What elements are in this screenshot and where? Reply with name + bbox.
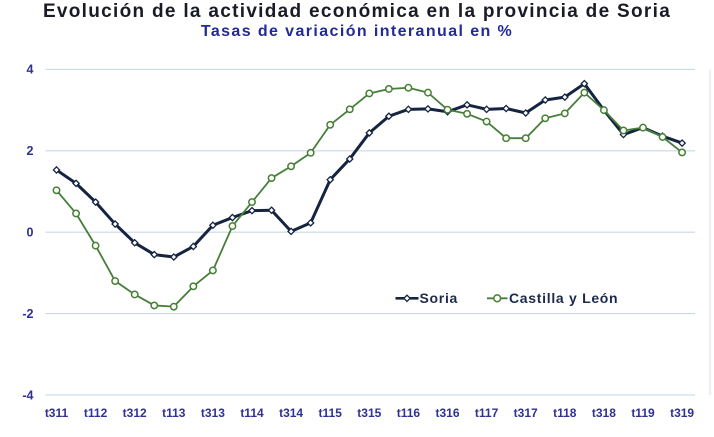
svg-text:-2: -2	[22, 307, 33, 321]
svg-text:t117: t117	[475, 406, 499, 420]
svg-text:t112: t112	[84, 406, 108, 420]
svg-text:4: 4	[27, 63, 34, 77]
svg-text:t119: t119	[631, 406, 655, 420]
svg-text:t113: t113	[162, 406, 186, 420]
svg-text:Castilla y León: Castilla y León	[509, 290, 618, 306]
svg-text:-4: -4	[22, 388, 33, 402]
svg-text:t316: t316	[435, 406, 459, 420]
svg-text:t319: t319	[670, 406, 694, 420]
svg-text:t313: t313	[201, 406, 225, 420]
svg-text:t114: t114	[240, 406, 264, 420]
svg-text:t118: t118	[553, 406, 577, 420]
svg-text:t314: t314	[279, 406, 303, 420]
svg-text:t315: t315	[357, 406, 381, 420]
svg-text:t312: t312	[123, 406, 147, 420]
svg-text:t318: t318	[592, 406, 616, 420]
svg-text:t317: t317	[514, 406, 538, 420]
svg-text:0: 0	[27, 226, 34, 240]
svg-text:2: 2	[27, 144, 34, 158]
svg-text:Soria: Soria	[420, 290, 459, 306]
svg-text:t311: t311	[45, 406, 69, 420]
svg-text:t115: t115	[319, 406, 343, 420]
svg-text:t116: t116	[397, 406, 421, 420]
